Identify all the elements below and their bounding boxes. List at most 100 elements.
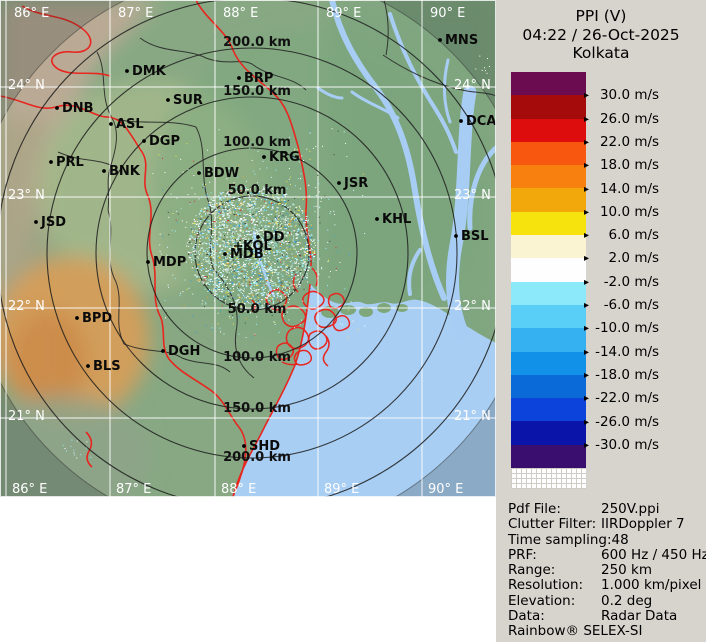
legend-swatch — [511, 188, 586, 212]
radar-map: 50.0 km 50.0 km 100.0 km 100.0 km 150.0 km 15… — [0, 0, 496, 497]
city-dot — [256, 235, 260, 239]
city-label: BRP — [244, 71, 273, 86]
ring-label-top: 150.0 km — [223, 84, 291, 99]
legend-swatch — [511, 444, 586, 469]
range-mask — [0, 0, 496, 497]
ring-label-top: 200.0 km — [223, 35, 291, 50]
city-dot — [109, 122, 113, 126]
city-JSD: JSD — [34, 215, 66, 230]
view-mode-label: PPI (V) — [575, 7, 627, 25]
info-row: Range: 250 km — [508, 562, 653, 579]
city-dot — [166, 98, 170, 102]
lat-label-left: 22° N — [8, 299, 45, 314]
arrow-right-icon: ▸ — [584, 393, 590, 405]
info-row: Pdf File: 250V.ppi — [508, 501, 660, 517]
city-dot — [55, 106, 59, 110]
city-dot — [262, 155, 266, 159]
legend-swatch — [511, 95, 586, 119]
city-label: BPD — [82, 311, 112, 326]
city-dot — [242, 444, 246, 448]
lon-label-top: 88° E — [223, 6, 258, 21]
arrow-right-icon: ▸ — [584, 439, 590, 451]
city-dot — [337, 181, 341, 185]
city-label: BSL — [461, 229, 489, 244]
city-SHD: SHD — [242, 439, 280, 454]
city-dot — [438, 38, 442, 42]
city-DGP: DGP — [142, 134, 180, 149]
arrow-right-icon: ▸ — [584, 276, 590, 288]
lat-label-left: 23° N — [8, 188, 45, 203]
lon-label-top: 89° E — [326, 6, 361, 21]
legend-threshold-label: ▸ 26.0 m/s — [584, 110, 660, 127]
legend-swatch — [511, 235, 586, 259]
lon-label-bottom: 88° E — [221, 482, 256, 497]
city-label: DGP — [149, 134, 180, 149]
legend-threshold-label: ▸ -22.0 m/s — [584, 390, 660, 407]
city-label: BLS — [93, 359, 121, 374]
map-frame — [0, 0, 496, 497]
city-dot — [161, 349, 165, 353]
arrow-right-icon: ▸ — [584, 346, 590, 358]
legend-threshold-label: ▸ -2.0 m/s — [584, 273, 660, 290]
city-dot — [197, 171, 201, 175]
ring-label-top: 50.0 km — [228, 183, 287, 198]
info-row: PRF: 600 Hz / 450 Hz — [508, 546, 706, 563]
city-dot — [459, 119, 463, 123]
legend-threshold-label: ▸ -30.0 m/s — [584, 436, 660, 453]
city-label: BNK — [109, 164, 141, 179]
legend-threshold-label: ▸ 22.0 m/s — [584, 133, 660, 150]
range-ring — [46, 47, 458, 459]
bay-of-bengal — [232, 284, 496, 497]
legend-threshold-label: ▸ 6.0 m/s — [584, 227, 660, 244]
info-row: Data: Radar Data — [508, 608, 678, 625]
city-DNB: DNB — [55, 101, 94, 116]
arrow-right-icon: ▸ — [584, 160, 590, 172]
city-DD: DD — [256, 230, 285, 245]
city-BDW: BDW — [197, 166, 239, 181]
city-BSL: BSL — [454, 229, 489, 244]
legend-threshold-label: ▸ -14.0 m/s — [584, 343, 660, 360]
arrow-right-icon: ▸ — [584, 113, 590, 125]
lon-label-top: 87° E — [118, 6, 153, 21]
legend-swatch — [511, 328, 586, 352]
legend-swatch — [511, 211, 586, 236]
legend-threshold-label: ▸ -18.0 m/s — [584, 366, 660, 383]
legend-threshold-label: ▸ 10.0 m/s — [584, 203, 660, 220]
lat-label-right: 21° N — [454, 409, 491, 424]
legend-threshold-label: ▸ 14.0 m/s — [584, 180, 660, 197]
legend-swatch — [511, 141, 586, 166]
city-dot — [146, 260, 150, 264]
lon-label-top: 90° E — [430, 6, 465, 21]
legend-threshold-label: ▸ -6.0 m/s — [584, 297, 660, 313]
arrow-right-icon: ▸ — [584, 230, 590, 242]
ring-label-bottom: 200.0 km — [223, 450, 291, 465]
city-MNS: MNS — [438, 33, 478, 48]
city-label: KOL — [243, 239, 272, 254]
city-label: PRL — [56, 155, 84, 170]
city-KHL: KHL — [375, 212, 411, 227]
arrow-right-icon: ▸ — [584, 206, 590, 218]
city-dot — [86, 364, 90, 368]
range-ring — [146, 147, 358, 359]
city-label: DMK — [132, 64, 167, 79]
city-JSR: JSR — [337, 176, 368, 191]
legend-swatch — [511, 281, 586, 305]
legend-swatch — [511, 118, 586, 142]
arrow-right-icon: ▸ — [584, 90, 590, 102]
sundarbans-outline — [251, 267, 351, 367]
city-BNK: BNK — [102, 164, 141, 179]
legend-threshold-label: ▸ 30.0 m/s — [584, 87, 660, 104]
lat-label-left: 21° N — [8, 409, 45, 424]
lon-label-bottom: 86° E — [12, 482, 47, 497]
city-BLS: BLS — [86, 359, 121, 374]
city-dot — [34, 220, 38, 224]
arrow-right-icon: ▸ — [584, 323, 590, 335]
city-MDP: MDP — [146, 255, 186, 270]
legend-threshold-label: ▸ -10.0 m/s — [584, 320, 660, 337]
lon-label-top: 86° E — [14, 6, 49, 21]
city-dot — [49, 160, 53, 164]
city-BPD: BPD — [75, 311, 112, 326]
legend-swatch — [511, 304, 586, 329]
lat-label-left: 24° N — [8, 78, 45, 93]
